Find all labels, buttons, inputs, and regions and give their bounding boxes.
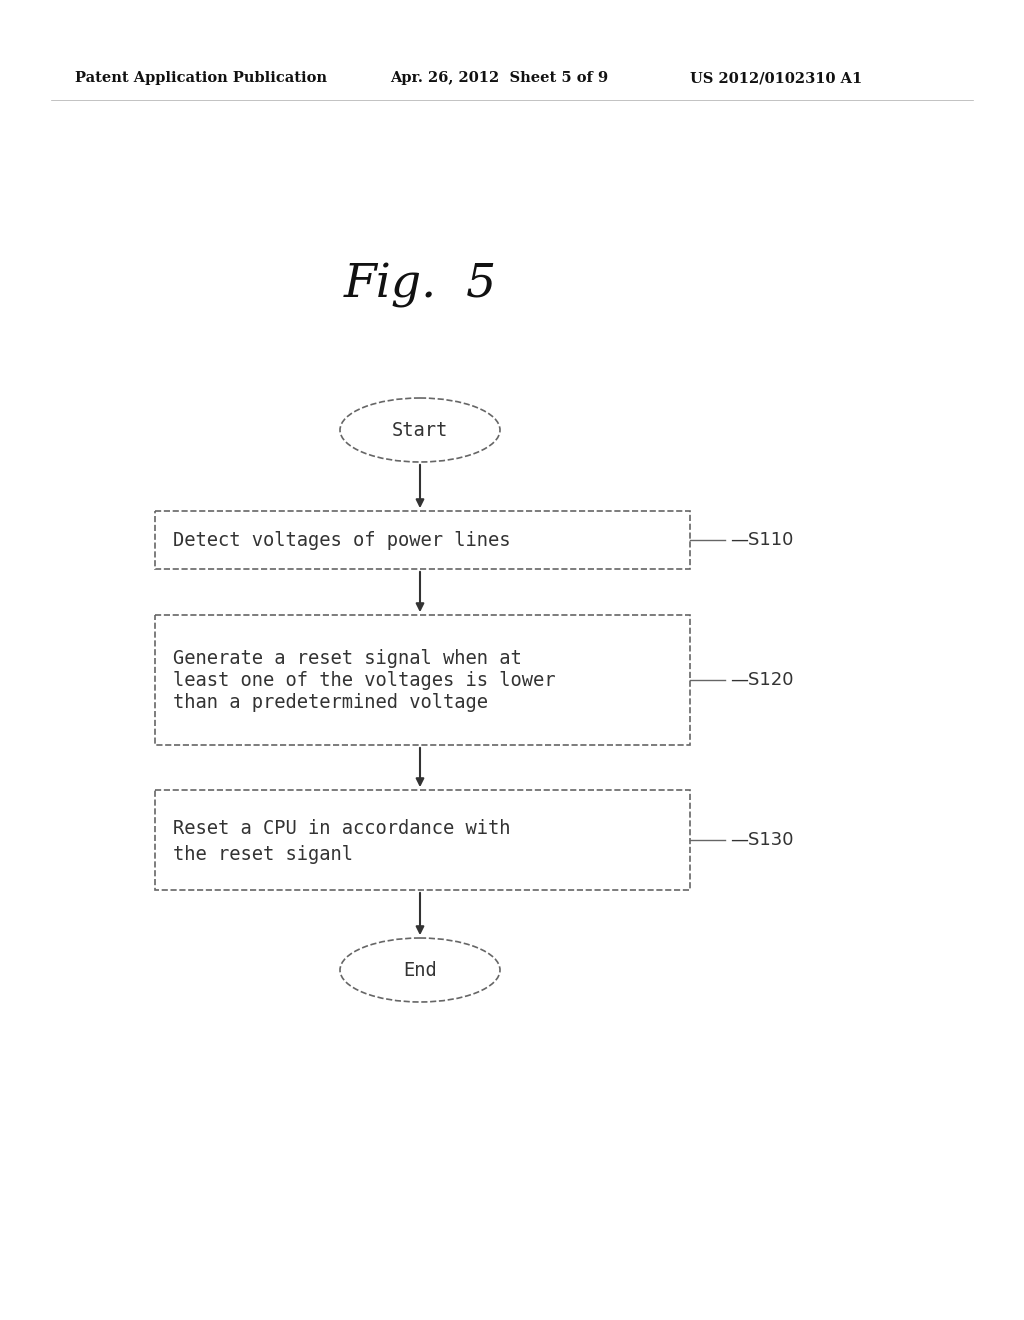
Text: End: End xyxy=(403,961,437,979)
Text: —S110: —S110 xyxy=(730,531,794,549)
Text: least one of the voltages is lower: least one of the voltages is lower xyxy=(173,671,555,689)
Text: than a predetermined voltage: than a predetermined voltage xyxy=(173,693,488,711)
Text: Start: Start xyxy=(392,421,449,440)
Bar xyxy=(155,789,690,890)
Ellipse shape xyxy=(340,939,500,1002)
Text: —S130: —S130 xyxy=(730,832,794,849)
Text: Apr. 26, 2012  Sheet 5 of 9: Apr. 26, 2012 Sheet 5 of 9 xyxy=(390,71,608,84)
Text: —S120: —S120 xyxy=(730,671,794,689)
Text: Patent Application Publication: Patent Application Publication xyxy=(75,71,327,84)
Text: US 2012/0102310 A1: US 2012/0102310 A1 xyxy=(690,71,862,84)
Text: Detect voltages of power lines: Detect voltages of power lines xyxy=(173,531,511,549)
Bar xyxy=(155,615,690,744)
Ellipse shape xyxy=(340,399,500,462)
Text: Reset a CPU in accordance with: Reset a CPU in accordance with xyxy=(173,820,511,838)
Text: Generate a reset signal when at: Generate a reset signal when at xyxy=(173,648,522,668)
Bar xyxy=(155,511,690,569)
Text: the reset siganl: the reset siganl xyxy=(173,846,353,865)
Text: Fig.  5: Fig. 5 xyxy=(343,263,497,308)
